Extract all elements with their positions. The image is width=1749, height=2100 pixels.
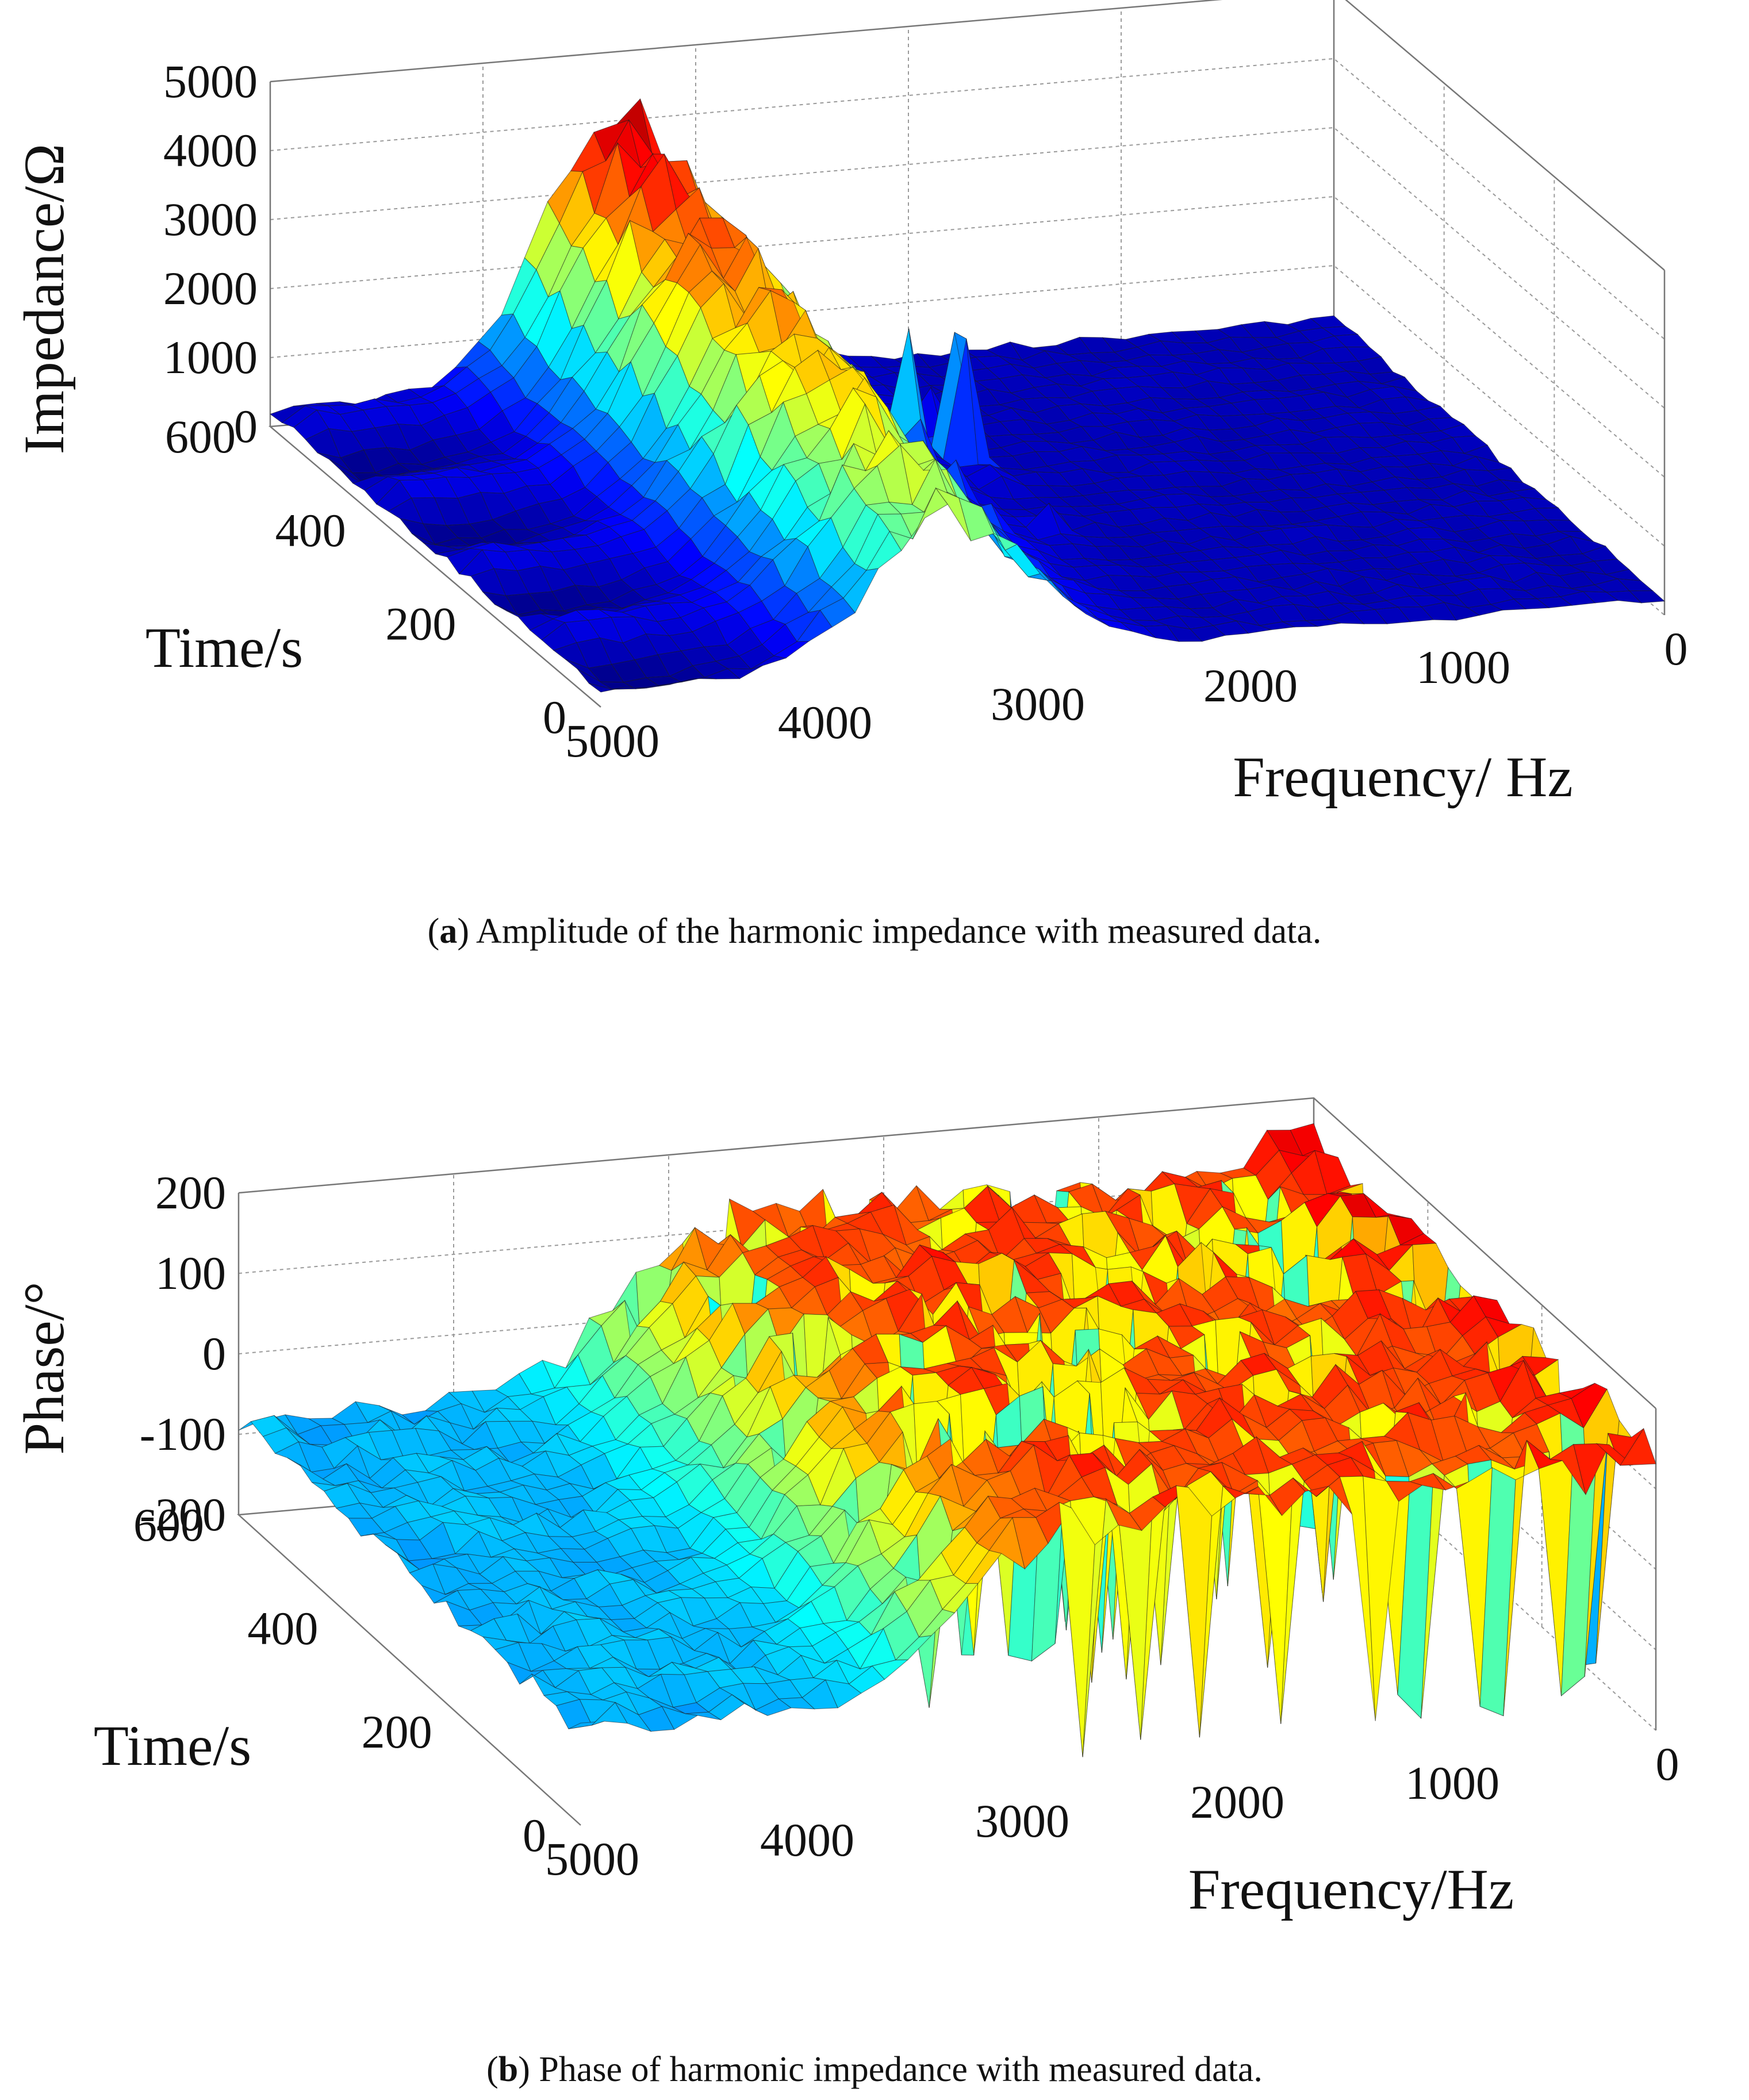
- z-tick-labels: 200 100 0 -100 -200: [140, 1166, 226, 1541]
- z-axis-label: Impedance/Ω: [12, 144, 76, 455]
- z-tick-label: 3000: [163, 193, 258, 245]
- y-tick-label: 0: [543, 691, 566, 743]
- y-tick-labels: 600 400 200 0: [165, 410, 566, 743]
- x-tick-label: 4000: [760, 1814, 854, 1866]
- caption-b: (b) Phase of harmonic impedance with mea…: [486, 2050, 1263, 2089]
- y-tick-label: 600: [133, 1499, 204, 1551]
- caption-b-text: Phase of harmonic impedance with measure…: [539, 2050, 1263, 2089]
- z-tick-label: 1000: [163, 331, 258, 383]
- caption-a: (a) Amplitude of the harmonic impedance …: [427, 912, 1322, 951]
- y-tick-label: 600: [165, 410, 236, 463]
- x-tick-label: 2000: [1190, 1776, 1284, 1828]
- surface-mesh: [238, 1123, 1656, 1757]
- surface-patch: [1058, 1502, 1095, 1757]
- z-tick-label: 4000: [163, 124, 258, 176]
- surface-patch: [1620, 1427, 1656, 1466]
- z-tick-label: 0: [202, 1327, 226, 1380]
- chart-panel-a: 5000 4000 3000 2000 1000 0 600 400 200 0 5000 4000 3…: [0, 0, 1749, 897]
- x-tick-label: 2000: [1203, 659, 1298, 712]
- caption-b-label: b: [498, 2050, 519, 2089]
- x-axis-label: Frequency/ Hz: [1233, 745, 1572, 809]
- y-tick-label: 0: [523, 1809, 546, 1861]
- x-tick-label: 3000: [991, 678, 1085, 730]
- caption-a-text: Amplitude of the harmonic impedance with…: [476, 912, 1322, 951]
- z-axis-label: Phase/°: [12, 1281, 76, 1454]
- y-axis-label: Time/s: [145, 616, 303, 679]
- y-tick-labels: 600 400 200 0: [133, 1499, 546, 1861]
- z-tick-label: 0: [234, 400, 258, 452]
- x-tick-labels: 5000 4000 3000 2000 1000 0: [545, 1738, 1679, 1885]
- surface-mesh: [269, 98, 1666, 693]
- z-tick-label: 2000: [163, 262, 258, 314]
- x-tick-label: 1000: [1416, 641, 1510, 693]
- x-tick-label: 5000: [565, 715, 659, 767]
- y-tick-label: 200: [385, 597, 456, 650]
- y-tick-label: 200: [362, 1706, 432, 1758]
- x-tick-label: 4000: [778, 696, 872, 748]
- x-axis-label: Frequency/Hz: [1188, 1857, 1514, 1921]
- z-tick-label: 100: [155, 1247, 226, 1299]
- caption-a-label: a: [439, 912, 458, 951]
- z-tick-label: 5000: [163, 55, 258, 108]
- z-tick-label: 200: [155, 1166, 226, 1219]
- x-tick-labels: 5000 4000 3000 2000 1000 0: [565, 623, 1688, 767]
- y-tick-label: 400: [275, 504, 346, 556]
- x-tick-label: 3000: [975, 1795, 1069, 1847]
- z-tick-label: -100: [140, 1408, 226, 1460]
- x-tick-label: 5000: [545, 1833, 639, 1885]
- chart-panel-b: 200 100 0 -100 -200 600 400 200 0 5000 4000 3000 200…: [0, 1069, 1749, 2012]
- x-tick-label: 0: [1656, 1738, 1679, 1790]
- y-tick-label: 400: [247, 1602, 318, 1654]
- z-tick-labels: 5000 4000 3000 2000 1000 0: [163, 55, 258, 452]
- y-axis-label: Time/s: [94, 1714, 251, 1777]
- x-tick-label: 0: [1664, 623, 1688, 675]
- surface-patch: [1629, 590, 1666, 604]
- z-tick-label: -200: [140, 1488, 226, 1541]
- x-tick-label: 1000: [1405, 1757, 1499, 1809]
